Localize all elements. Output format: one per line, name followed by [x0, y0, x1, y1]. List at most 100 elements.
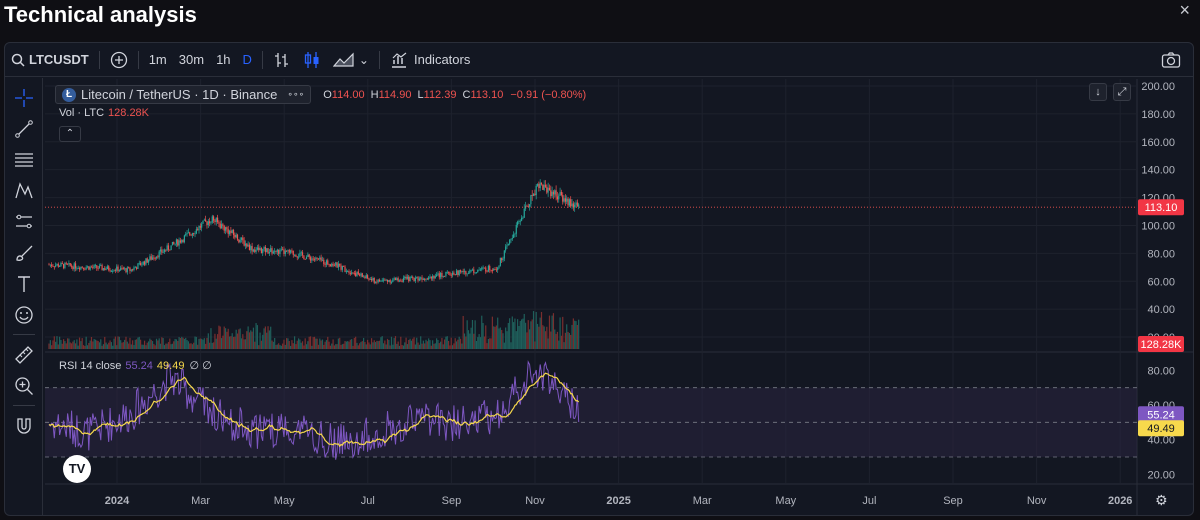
candle-body [441, 272, 443, 277]
candle-body [333, 265, 336, 267]
crosshair-tool[interactable] [5, 82, 43, 113]
volume-bar [286, 338, 288, 349]
volume-bar [305, 344, 308, 349]
volume-bar [428, 338, 430, 349]
candle-body [149, 256, 151, 261]
candle-body [132, 269, 134, 271]
candle-body [353, 273, 355, 274]
settings-gear-icon[interactable]: ⚙ [1155, 492, 1168, 508]
volume-bar [101, 345, 103, 349]
candle-body [89, 266, 91, 270]
measure-tool[interactable] [5, 339, 43, 370]
volume-bar [304, 338, 306, 349]
candle-body [274, 250, 276, 252]
candle-body [477, 269, 479, 273]
candle-body [564, 198, 566, 202]
area-style-button[interactable]: ⌄ [327, 43, 375, 77]
candle-body [309, 257, 312, 261]
candle-body [568, 199, 570, 206]
magnet-tool[interactable] [5, 410, 43, 441]
volume-bar [255, 323, 257, 349]
volume-bar [61, 343, 63, 349]
volume-bar [227, 328, 229, 349]
tradingview-logo[interactable]: TV [63, 455, 91, 483]
trend-line-tool[interactable] [5, 113, 43, 144]
area-chart-icon [332, 52, 354, 67]
volume-bar [177, 340, 179, 349]
low-label: L [417, 88, 424, 101]
candle-body [507, 243, 509, 246]
volume-bar [92, 341, 94, 349]
snapshot-button[interactable] [1155, 43, 1193, 77]
volume-bar [230, 336, 232, 349]
candle-body [510, 238, 512, 241]
volume-bar [373, 340, 375, 349]
timeframe-30m[interactable]: 30m [178, 52, 205, 67]
candle-body [479, 269, 482, 271]
volume-bar [278, 343, 280, 349]
volume-bar [401, 345, 403, 349]
fib-tool[interactable] [5, 144, 43, 175]
close-icon[interactable]: × [1179, 0, 1190, 20]
symbol-legend[interactable]: Ł Litecoin / TetherUS · 1D · Binance ∘∘∘ [55, 85, 312, 104]
open-label: O [323, 88, 332, 101]
volume-bar [560, 335, 563, 349]
scroll-down-button[interactable]: ↓ [1089, 83, 1107, 101]
volume-bar [483, 336, 486, 349]
timeframe-1m[interactable]: 1m [148, 52, 167, 67]
candle-body [157, 256, 159, 258]
volume-bar [570, 334, 572, 349]
zoom-tool[interactable] [5, 370, 43, 401]
volume-bar [64, 341, 66, 349]
timeframe-d[interactable]: D [242, 52, 252, 67]
brush-tool[interactable] [5, 237, 43, 268]
volume-bar [246, 331, 248, 349]
candles-style-button[interactable] [297, 43, 327, 77]
volume-bar [206, 337, 208, 349]
volume-bar [194, 336, 196, 349]
volume-bar [430, 345, 432, 349]
symbol-search[interactable]: LTCUSDT [5, 43, 95, 77]
candle-body [491, 270, 493, 272]
candle-body [461, 271, 463, 272]
candle-body [240, 237, 243, 240]
volume-bar [562, 316, 564, 349]
candle-body [105, 269, 107, 270]
volume-bar [213, 342, 215, 349]
emoji-tool[interactable] [5, 299, 43, 330]
timeframe-1h[interactable]: 1h [216, 52, 231, 67]
candle-body [337, 263, 339, 268]
fullscreen-button[interactable]: ⤢ [1113, 83, 1131, 101]
candle-body [296, 256, 298, 258]
collapse-legend-button[interactable]: ⌃ [59, 126, 81, 142]
crosshair-icon [15, 88, 33, 107]
pattern-tool[interactable] [5, 175, 43, 206]
candle-body [92, 267, 94, 269]
volume-bar [214, 333, 216, 349]
volume-bar [336, 344, 338, 349]
chart-canvas[interactable]: 2024 Mar May Jul Sep Nov 2025 Mar May Jul Sep Nov 20… [5, 43, 1194, 516]
volume-bar [365, 344, 367, 349]
volume-bar [201, 338, 203, 349]
candle-body [224, 227, 227, 231]
candle-body [162, 251, 164, 253]
candle-body [368, 278, 370, 280]
volume-bar [136, 339, 138, 349]
volume-bar [494, 326, 496, 349]
candle-body [401, 280, 403, 282]
candle-body [474, 272, 476, 274]
candle-body [219, 223, 221, 229]
candle-body [286, 250, 288, 252]
more-icon[interactable]: ∘∘∘ [287, 89, 305, 99]
volume-bar [102, 344, 105, 349]
forecast-tool[interactable] [5, 206, 43, 237]
volume-bar [397, 341, 399, 349]
bars-style-button[interactable] [267, 43, 297, 77]
volume-bar [311, 345, 313, 349]
text-tool[interactable] [5, 268, 43, 299]
compare-button[interactable] [104, 43, 134, 77]
volume-bar [446, 336, 448, 349]
volume-bar [271, 340, 273, 349]
indicators-button[interactable]: Indicators [384, 43, 476, 77]
volume-bar [174, 338, 176, 349]
